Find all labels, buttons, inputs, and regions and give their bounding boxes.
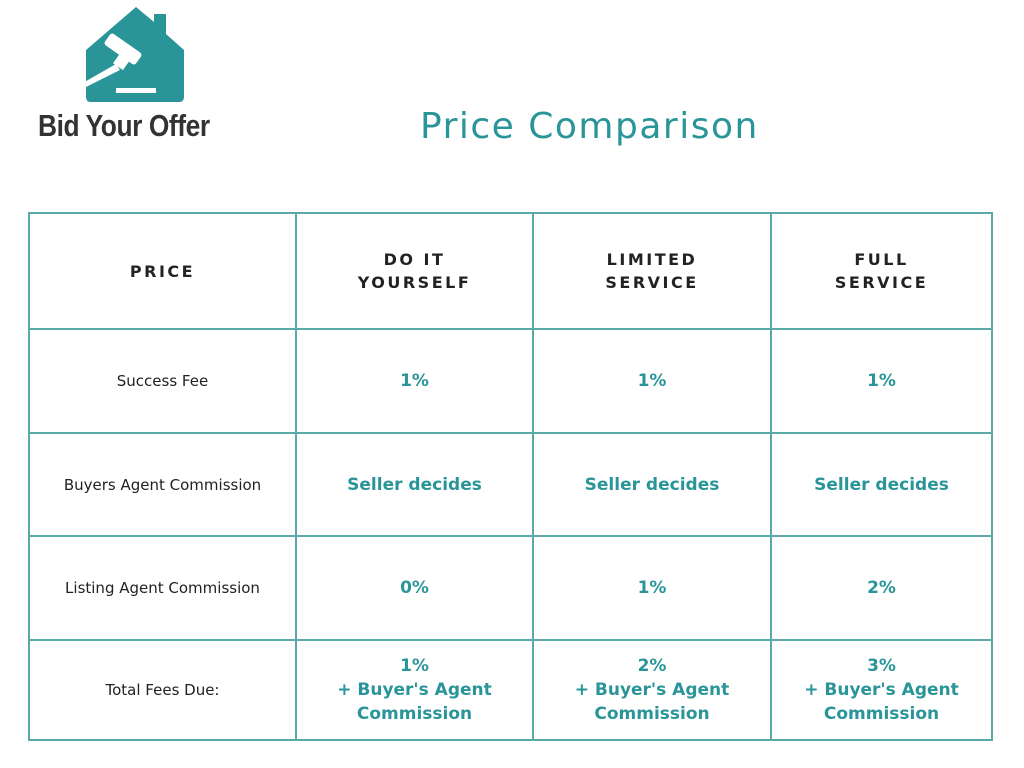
row-label: Success Fee — [28, 328, 297, 434]
row-label: Listing Agent Commission — [28, 535, 297, 641]
total-note: + Buyer's Agent — [804, 680, 959, 700]
header-text: YOURSELF — [357, 273, 472, 292]
logo-text: Bid Your Offer — [38, 108, 210, 143]
cell-value: Seller decides — [770, 432, 993, 537]
cell-value: 1% — [532, 535, 772, 641]
header-text: PRICE — [129, 261, 196, 281]
header-text: FULL — [854, 250, 909, 269]
total-note: Commission — [823, 704, 940, 724]
header-text: SERVICE — [605, 273, 699, 292]
header-do-it-yourself: DO IT YOURSELF — [295, 212, 534, 330]
header-text: DO IT — [383, 250, 446, 269]
row-label: Total Fees Due: — [28, 639, 297, 741]
total-note: + Buyer's Agent — [574, 680, 730, 700]
cell-value: 1% — [295, 328, 534, 434]
total-note: + Buyer's Agent — [337, 680, 492, 700]
total-percent: 2% — [637, 656, 667, 676]
cell-value: Seller decides — [532, 432, 772, 537]
row-label: Buyers Agent Commission — [28, 432, 297, 537]
header-text: SERVICE — [834, 273, 929, 292]
table-row: Success Fee 1% 1% 1% — [28, 328, 993, 434]
cell-value: Seller decides — [295, 432, 534, 537]
cell-value: 2% + Buyer's Agent Commission — [532, 639, 772, 741]
table-header-row: PRICE DO IT YOURSELF LIMITED SERVICE FULL S… — [28, 212, 993, 330]
total-note: Commission — [594, 704, 710, 724]
cell-value: 1% — [532, 328, 772, 434]
cell-value: 1% — [770, 328, 993, 434]
header-price: PRICE — [28, 212, 297, 330]
table-row: Buyers Agent Commission Seller decides S… — [28, 432, 993, 537]
page-title: Price Comparison — [420, 106, 759, 147]
cell-value: 2% — [770, 535, 993, 641]
header-full-service: FULL SERVICE — [770, 212, 993, 330]
total-percent: 3% — [867, 656, 896, 676]
cell-value: 0% — [295, 535, 534, 641]
price-comparison-table: PRICE DO IT YOURSELF LIMITED SERVICE FULL S… — [28, 212, 993, 741]
cell-value: 1% + Buyer's Agent Commission — [295, 639, 534, 741]
table-row-total: Total Fees Due: 1% + Buyer's Agent Commiss… — [28, 639, 993, 741]
table-row: Listing Agent Commission 0% 1% 2% — [28, 535, 993, 641]
header-text: LIMITED — [606, 250, 698, 269]
logo-house-gavel-icon — [81, 7, 184, 102]
cell-value: 3% + Buyer's Agent Commission — [770, 639, 993, 741]
header-limited-service: LIMITED SERVICE — [532, 212, 772, 330]
total-percent: 1% — [400, 656, 429, 676]
total-note: Commission — [356, 704, 473, 724]
